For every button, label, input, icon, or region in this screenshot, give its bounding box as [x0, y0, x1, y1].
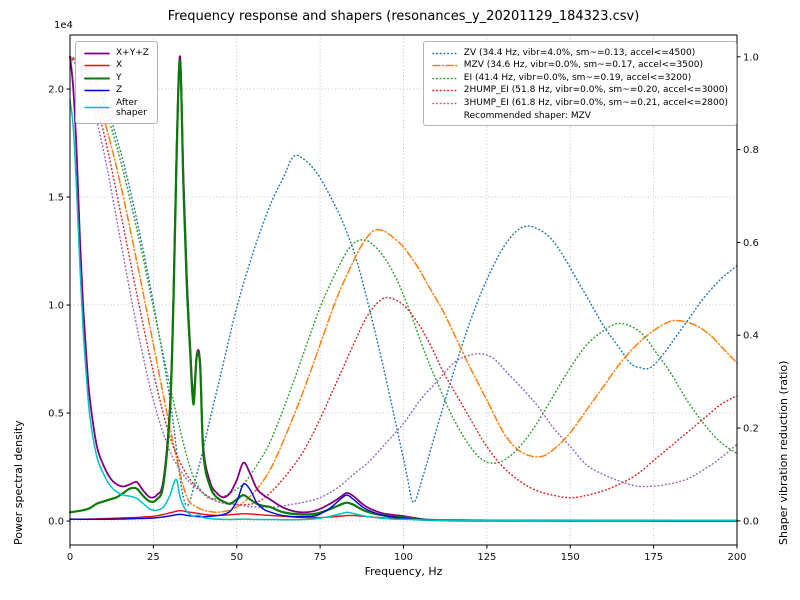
- recommended-shaper-note: Recommended shaper: MZV: [463, 110, 591, 121]
- legend-item-2hump_ei: 2HUMP_EI (51.8 Hz, vibr=0.0%, sm~=0.20, …: [432, 85, 728, 96]
- legend-item-mzv: MZV (34.6 Hz, vibr=0.0%, sm~=0.17, accel…: [432, 60, 728, 71]
- y-left-tick-label: 2.0: [48, 85, 64, 96]
- z-legend-swatch: [84, 89, 110, 92]
- x-axis-label: Frequency, Hz: [364, 565, 443, 578]
- x-tick-label: 75: [314, 552, 327, 563]
- y-right-tick-label: 0.0: [743, 516, 759, 527]
- legend-item-x: X: [84, 60, 149, 71]
- y-right-tick-label: 0.2: [743, 424, 759, 435]
- 3hump_ei-curve: [69, 56, 738, 508]
- legend-item-label: 3HUMP_EI (61.8 Hz, vibr=0.0%, sm~=0.21, …: [463, 97, 728, 108]
- y-left-tick-label: 0.0: [48, 517, 64, 528]
- legend-item-label: MZV (34.6 Hz, vibr=0.0%, sm~=0.17, accel…: [463, 60, 703, 71]
- y-right-tick-label: 0.8: [743, 145, 759, 156]
- legend-item-z: Z: [84, 85, 149, 96]
- zv-legend-swatch: [432, 52, 458, 54]
- y-right-tick-label: 0.4: [743, 331, 759, 342]
- x-legend-swatch: [84, 64, 110, 67]
- legend-item-y: Y: [84, 73, 149, 84]
- shapers-legend: ZV (34.4 Hz, vibr=4.0%, sm~=0.13, accel<…: [422, 41, 737, 126]
- 3hump_ei-legend-swatch: [432, 102, 458, 104]
- shapers-legend-entries: ZV (34.4 Hz, vibr=4.0%, sm~=0.13, accel<…: [432, 48, 728, 109]
- legend-item-label: 2HUMP_EI (51.8 Hz, vibr=0.0%, sm~=0.20, …: [463, 85, 728, 96]
- x-tick-label: 100: [394, 552, 413, 563]
- 2hump_ei-legend-swatch: [432, 89, 458, 92]
- y-right-tick-label: 0.6: [743, 238, 759, 249]
- 2hump_ei-curve: [69, 56, 738, 506]
- x-tick-label: 200: [727, 552, 746, 563]
- y-legend-swatch: [84, 77, 110, 79]
- x-tick-label: 125: [477, 552, 496, 563]
- x-tick-label: 150: [561, 552, 580, 563]
- y-left-tick-label: 1.0: [48, 301, 64, 312]
- x-tick-label: 50: [230, 552, 243, 563]
- legend-item-after_shaper: After shaper: [84, 98, 149, 118]
- series-lines: [68, 55, 739, 523]
- psd-legend-entries: X+Y+Z X Y Z After shaper: [84, 48, 149, 118]
- y-left-tick-label: 1.5: [48, 193, 64, 204]
- ei-legend-swatch: [432, 77, 458, 79]
- sum-legend-swatch: [84, 52, 110, 54]
- mzv-legend-swatch: [432, 64, 458, 67]
- mzv-curve: [69, 56, 738, 513]
- legend-item-label: Y: [116, 72, 122, 83]
- legend-item-label: X: [116, 60, 123, 71]
- legend-item-3hump_ei: 3HUMP_EI (61.8 Hz, vibr=0.0%, sm~=0.21, …: [432, 98, 728, 109]
- ei-curve: [69, 56, 738, 500]
- legend-item-zv: ZV (34.4 Hz, vibr=4.0%, sm~=0.13, accel<…: [432, 48, 728, 59]
- chart-title: Frequency response and shapers (resonanc…: [167, 9, 640, 24]
- x-tick-label: 25: [147, 552, 160, 563]
- zv-curve: [69, 56, 738, 506]
- legend-item-label: EI (41.4 Hz, vibr=0.0%, sm~=0.19, accel<…: [463, 72, 692, 83]
- axes: 0 25 50 75 100 125 150 175 200 0.0 0.5 1.0 1.5 2.0 0.0…: [48, 34, 759, 563]
- after_shaper-legend-swatch: [84, 106, 110, 109]
- y-left-tick-label: 0.5: [48, 409, 64, 420]
- x-tick-label: 175: [644, 552, 663, 563]
- legend-item-label: X+Y+Z: [116, 47, 149, 58]
- legend-item-label: ZV (34.4 Hz, vibr=4.0%, sm~=0.13, accel<…: [463, 47, 696, 58]
- legend-item-label: Z: [116, 85, 123, 96]
- after_shaper-curve: [69, 99, 738, 522]
- psd-legend: X+Y+Z X Y Z After shaper: [75, 41, 158, 125]
- y-right-tick-label: 1.0: [743, 52, 759, 63]
- y-axis-offset-label: 1e4: [54, 20, 73, 31]
- legend-item-sum: X+Y+Z: [84, 48, 149, 59]
- sum-curve: [69, 55, 738, 522]
- legend-item-ei: EI (41.4 Hz, vibr=0.0%, sm~=0.19, accel<…: [432, 73, 728, 84]
- legend-item-label: After shaper: [116, 97, 147, 118]
- x-tick-label: 0: [67, 552, 73, 563]
